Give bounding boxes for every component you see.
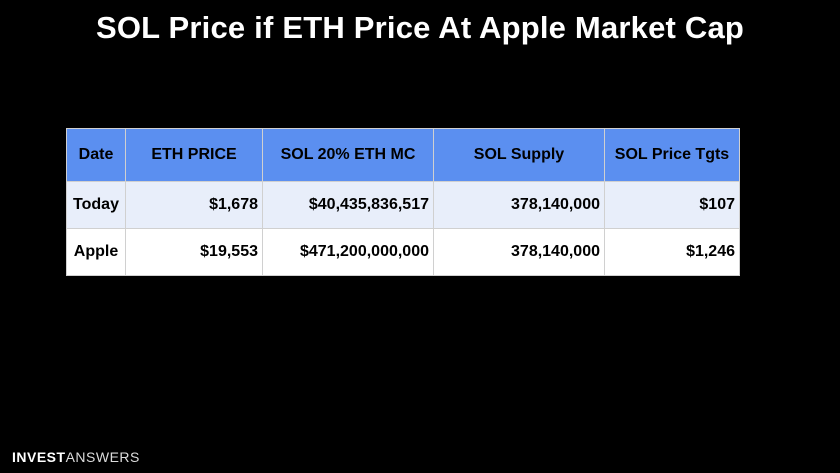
table-row: Apple $19,553 $471,200,000,000 378,140,0…: [66, 228, 740, 276]
table-cell-eth-price: $19,553: [125, 228, 263, 276]
brand-logo-part2: ANSWERS: [65, 449, 140, 465]
column-header-sol-20-eth-mc: SOL 20% ETH MC: [262, 128, 434, 182]
table-cell-sol-price-tgt: $1,246: [604, 228, 740, 276]
column-header-sol-price-tgts: SOL Price Tgts: [604, 128, 740, 182]
table-cell-sol-supply: 378,140,000: [433, 228, 605, 276]
table-cell-sol-20-eth-mc: $471,200,000,000: [262, 228, 434, 276]
table-header-row: Date ETH PRICE SOL 20% ETH MC SOL Supply…: [66, 128, 740, 182]
sol-price-table: Date ETH PRICE SOL 20% ETH MC SOL Supply…: [66, 128, 740, 276]
table-cell-date: Today: [66, 181, 126, 229]
page-title: SOL Price if ETH Price At Apple Market C…: [95, 10, 745, 45]
brand-logo: INVESTANSWERS: [12, 449, 140, 465]
table-cell-date: Apple: [66, 228, 126, 276]
brand-logo-part1: INVEST: [12, 449, 66, 465]
table-cell-sol-supply: 378,140,000: [433, 181, 605, 229]
column-header-eth-price: ETH PRICE: [125, 128, 263, 182]
table-cell-sol-price-tgt: $107: [604, 181, 740, 229]
table-row: Today $1,678 $40,435,836,517 378,140,000…: [66, 181, 740, 229]
column-header-date: Date: [66, 128, 126, 182]
table-cell-eth-price: $1,678: [125, 181, 263, 229]
column-header-sol-supply: SOL Supply: [433, 128, 605, 182]
table-cell-sol-20-eth-mc: $40,435,836,517: [262, 181, 434, 229]
